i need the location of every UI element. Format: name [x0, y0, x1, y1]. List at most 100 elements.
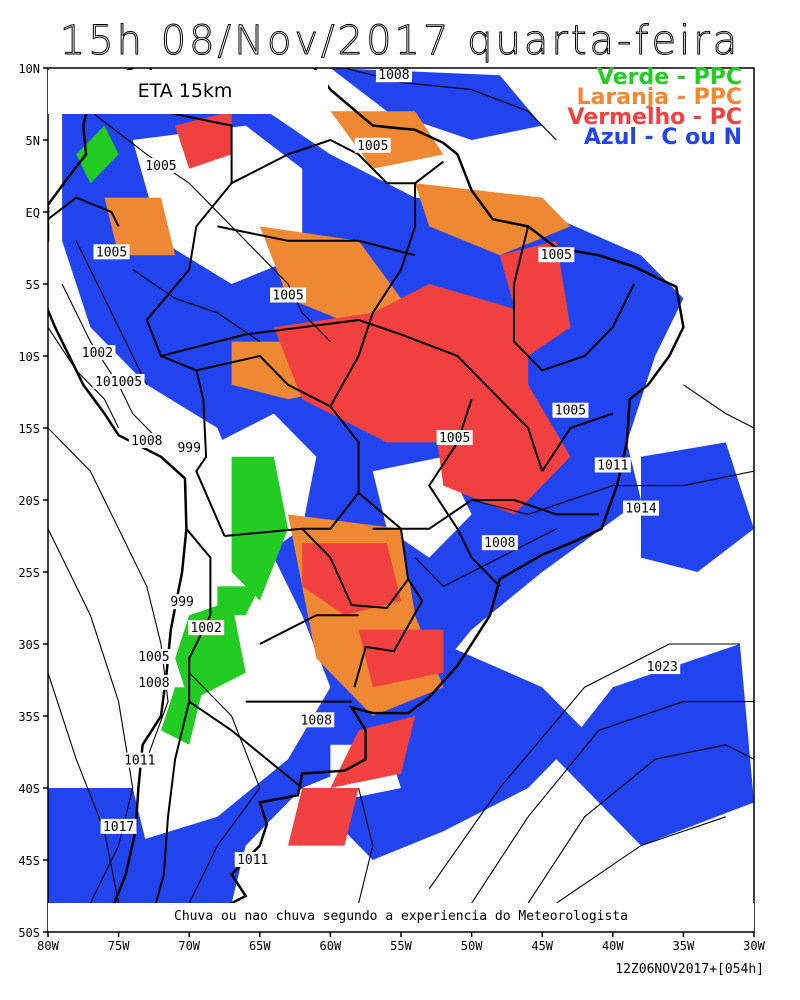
pressure-label: 1005	[145, 159, 176, 174]
rain-area-green	[217, 586, 260, 616]
pressure-label: 1023	[647, 660, 678, 675]
lat-tick-label: 25S	[18, 566, 40, 580]
lon-tick-label: 50W	[461, 939, 483, 953]
pressure-label-bg	[375, 68, 412, 83]
pressure-label: 1008	[301, 713, 332, 728]
border-segment	[48, 196, 120, 227]
pressure-label-bg	[188, 620, 225, 636]
isobar-line	[358, 787, 374, 904]
run-timestamp: 12Z06NOV2017+[054h]	[615, 962, 764, 977]
pressure-label-bg	[354, 137, 391, 153]
pressure-label-bg	[436, 430, 473, 446]
isobar-line	[132, 269, 261, 343]
pressure-label: 1011	[124, 754, 155, 769]
rain-area-orange	[259, 226, 401, 328]
isobar-line	[188, 672, 261, 904]
pressure-label: 1002	[190, 621, 221, 636]
rain-area-green	[231, 456, 288, 601]
lat-tick-label: 50S	[18, 926, 40, 940]
pressure-label-bg	[644, 659, 681, 675]
pressure-label: 1005	[357, 139, 388, 154]
lon-tick-label: 35W	[673, 939, 695, 953]
pressure-label: 999	[177, 441, 200, 456]
model-label: ETA 15km	[137, 80, 233, 102]
lat-tick-label: 10N	[18, 62, 40, 76]
rain-area-blue	[330, 68, 543, 140]
pressure-label-bg	[234, 852, 271, 867]
pressure-label-bg	[594, 457, 631, 473]
rain-area-red	[288, 788, 359, 846]
pressure-label-bg	[93, 244, 130, 260]
border-segment	[160, 318, 544, 472]
rain-area-red	[302, 543, 401, 616]
pressure-label: 1008	[131, 434, 162, 449]
lon-tick-label: 70W	[178, 939, 200, 953]
pressure-label: 1008	[138, 676, 169, 691]
border-segment	[196, 354, 360, 537]
pressure-label: 1005	[272, 289, 303, 304]
isobar-line	[527, 744, 754, 904]
pressure-label: 1011	[237, 853, 268, 868]
pressure-label: 1008	[378, 68, 409, 83]
pressure-label: 1017	[103, 820, 134, 835]
lat-tick-label: 10S	[18, 350, 40, 364]
lat-tick-label: 5N	[26, 134, 40, 148]
legend-item: Laranja - PPC	[576, 85, 742, 110]
lat-tick-label: 5S	[26, 278, 40, 292]
isobar-line	[414, 528, 557, 588]
pressure-label: 101005	[95, 375, 142, 390]
pressure-labels: 1008 1005 1005 1005 1005 1005 1002 101005 1008 99…	[79, 68, 681, 868]
rain-area-blue	[641, 442, 754, 572]
pressure-label-bg	[175, 440, 204, 456]
legend-item: Verde - PPC	[596, 65, 742, 90]
lon-tick-label: 30W	[743, 939, 765, 953]
pressure-label: 1008	[484, 536, 515, 551]
pressure-label-bg	[79, 345, 116, 361]
coastline-segment	[89, 68, 685, 912]
lat-tick-label: 15S	[18, 422, 40, 436]
pressure-label: 1005	[439, 431, 470, 446]
border-segment	[217, 225, 416, 257]
isobar-line	[48, 326, 120, 429]
rain-area-blue	[556, 644, 754, 846]
isobar-line	[90, 110, 331, 342]
pressure-label-bg	[538, 247, 575, 263]
rain-area-green	[161, 687, 204, 745]
rain-area-red	[429, 384, 571, 515]
rain-areas	[48, 68, 754, 904]
pressure-label: 1005	[138, 650, 169, 665]
border-segment	[329, 183, 417, 407]
pressure-label: 1014	[625, 502, 656, 517]
isobar-line	[428, 643, 740, 890]
pressure-label: 999	[170, 595, 193, 610]
pressure-label-bg	[100, 818, 137, 834]
border-segment	[259, 614, 359, 645]
pressure-label: 1005	[555, 404, 586, 419]
lon-tick-label: 80W	[37, 939, 59, 953]
lat-tick-label: 30S	[18, 638, 40, 652]
isobar-line	[48, 528, 134, 904]
pressure-label-bg	[121, 752, 158, 768]
border-segment	[541, 412, 614, 472]
pressure-label-bg	[623, 500, 660, 516]
lon-tick-label: 40W	[602, 939, 624, 953]
rain-area-blue	[48, 788, 161, 904]
border-segment	[145, 268, 226, 537]
border-segment	[372, 499, 599, 530]
pressure-label: 1002	[82, 346, 113, 361]
isobar-line	[471, 470, 754, 515]
pressure-label: 1005	[541, 248, 572, 263]
rain-area-red	[175, 111, 232, 169]
rain-area-red	[358, 629, 444, 688]
pressure-label-bg	[135, 648, 172, 664]
legend-item: Vermelho - PC	[567, 105, 742, 130]
pressure-label-bg	[168, 594, 197, 610]
rain-area-green	[76, 125, 119, 184]
isobar-line	[683, 384, 754, 429]
pressure-label-bg	[92, 373, 145, 389]
pressure-label-bg	[142, 157, 179, 173]
pressure-label-bg	[270, 287, 307, 303]
isobar-line	[48, 427, 169, 760]
